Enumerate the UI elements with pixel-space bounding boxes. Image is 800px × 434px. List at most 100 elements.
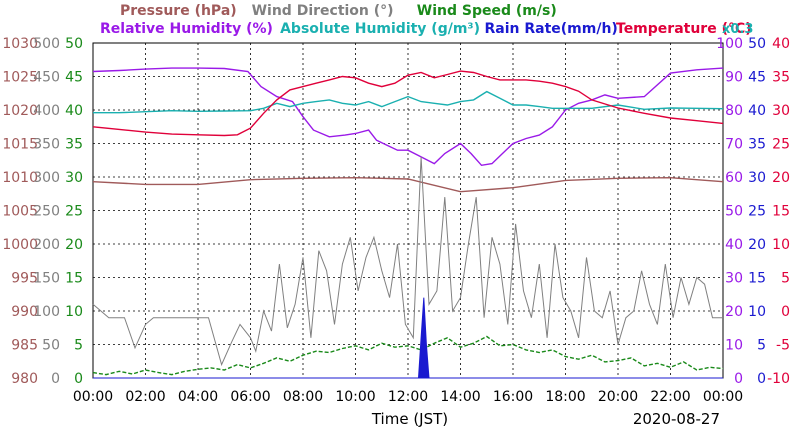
grid-lines bbox=[93, 43, 723, 378]
y-tick-label-wind-direction: 450 bbox=[33, 70, 60, 86]
y-tick-label-pressure: 1025 bbox=[2, 70, 38, 86]
y-tick-label-pressure: 995 bbox=[11, 271, 38, 287]
y-tick-label-temperature: 20 bbox=[772, 170, 790, 186]
x-tick-label: 10:00 bbox=[335, 389, 375, 405]
y-tick-label-temperature: 25 bbox=[772, 137, 790, 153]
y-tick-label-rain-rate: 45 bbox=[748, 70, 766, 86]
y-tick-label-humidity: 70 bbox=[725, 137, 743, 153]
series-wind-direction bbox=[92, 156, 723, 367]
legend-entry: Absolute Humidity (g/m³) bbox=[280, 21, 480, 37]
y-tick-label-wind-speed: 5 bbox=[74, 338, 83, 354]
y-tick-label-pressure: 1000 bbox=[2, 237, 38, 253]
x-tick-label: 16:00 bbox=[493, 389, 533, 405]
y-tick-label-pressure: 1015 bbox=[2, 137, 38, 153]
y-tick-label-wind-direction: 0 bbox=[51, 371, 60, 387]
y-tick-label-humidity: 100 bbox=[716, 36, 743, 52]
x-tick-label: 12:00 bbox=[388, 389, 428, 405]
y-tick-label-wind-direction: 150 bbox=[33, 271, 60, 287]
y-tick-label-wind-direction: 50 bbox=[42, 338, 60, 354]
y-tick-label-pressure: 1020 bbox=[2, 103, 38, 119]
y-tick-label-rain-rate: 50 bbox=[748, 36, 766, 52]
y-tick-label-temperature: 0 bbox=[781, 304, 790, 320]
y-tick-label-humidity: 90 bbox=[725, 70, 743, 86]
y-tick-label-pressure: 990 bbox=[11, 304, 38, 320]
y-tick-label-humidity: 20 bbox=[725, 304, 743, 320]
y-tick-label-wind-direction: 250 bbox=[33, 204, 60, 220]
series-humidity bbox=[93, 90, 724, 114]
y-tick-label-rain-rate: 0 bbox=[757, 371, 766, 387]
y-tick-label-humidity: 0 bbox=[734, 371, 743, 387]
y-tick-label-humidity: 50 bbox=[725, 204, 743, 220]
y-tick-label-wind-speed: 15 bbox=[65, 271, 83, 287]
x-tick-label: 04:00 bbox=[178, 389, 218, 405]
legend-scale-label: x0.3 bbox=[722, 22, 753, 37]
y-tick-label-humidity: 60 bbox=[725, 170, 743, 186]
y-tick-label-wind-speed: 20 bbox=[65, 237, 83, 253]
y-tick-label-wind-direction: 500 bbox=[33, 36, 60, 52]
y-tick-label-temperature: 30 bbox=[772, 103, 790, 119]
y-tick-label-humidity: 40 bbox=[725, 237, 743, 253]
y-tick-label-wind-speed: 30 bbox=[65, 170, 83, 186]
x-tick-label: 22:00 bbox=[650, 389, 690, 405]
y-tick-label-wind-direction: 400 bbox=[33, 103, 60, 119]
y-tick-label-rain-rate: 5 bbox=[757, 338, 766, 354]
y-tick-label-wind-direction: 100 bbox=[33, 304, 60, 320]
y-tick-label-temperature: 10 bbox=[772, 237, 790, 253]
y-tick-label-wind-speed: 35 bbox=[65, 137, 83, 153]
y-tick-label-rain-rate: 20 bbox=[748, 237, 766, 253]
legend-entry: Relative Humidity (%) bbox=[100, 21, 273, 37]
x-axis-label: Time (JST) bbox=[371, 410, 448, 428]
y-tick-label-rain-rate: 25 bbox=[748, 204, 766, 220]
x-tick-label: 06:00 bbox=[230, 389, 270, 405]
legend-entry: Temperature (°C) bbox=[616, 21, 752, 37]
y-tick-label-wind-speed: 25 bbox=[65, 204, 83, 220]
y-tick-label-temperature: 5 bbox=[781, 271, 790, 287]
x-tick-label: 02:00 bbox=[125, 389, 165, 405]
y-tick-label-temperature: -10 bbox=[767, 371, 790, 387]
legend-entry: Wind Speed (m/s) bbox=[417, 3, 557, 19]
y-tick-label-rain-rate: 35 bbox=[748, 137, 766, 153]
y-tick-label-temperature: 15 bbox=[772, 204, 790, 220]
y-tick-label-temperature: -5 bbox=[776, 338, 790, 354]
y-tick-label-pressure: 1030 bbox=[2, 36, 38, 52]
series-wind-speed bbox=[92, 335, 724, 376]
series-pressure bbox=[92, 176, 724, 193]
y-tick-label-rain-rate: 40 bbox=[748, 103, 766, 119]
x-tick-label: 00:00 bbox=[703, 389, 743, 405]
y-tick-label-pressure: 985 bbox=[11, 338, 38, 354]
y-tick-label-wind-direction: 200 bbox=[33, 237, 60, 253]
y-tick-label-pressure: 980 bbox=[11, 371, 38, 387]
y-tick-label-humidity: 30 bbox=[725, 271, 743, 287]
y-tick-label-wind-speed: 50 bbox=[65, 36, 83, 52]
y-tick-label-temperature: 35 bbox=[772, 70, 790, 86]
y-tick-label-humidity: 80 bbox=[725, 103, 743, 119]
y-tick-label-humidity: 10 bbox=[725, 338, 743, 354]
y-tick-label-wind-direction: 300 bbox=[33, 170, 60, 186]
x-tick-label: 14:00 bbox=[440, 389, 480, 405]
y-tick-label-pressure: 1005 bbox=[2, 204, 38, 220]
y-tick-label-rain-rate: 15 bbox=[748, 271, 766, 287]
axis-labels: 1030102510201015101010051000995990985980… bbox=[2, 36, 790, 405]
series-rain-rate bbox=[93, 297, 723, 379]
x-tick-label: 08:00 bbox=[283, 389, 323, 405]
y-tick-label-wind-speed: 0 bbox=[74, 371, 83, 387]
y-tick-label-pressure: 1010 bbox=[2, 170, 38, 186]
x-tick-label: 20:00 bbox=[598, 389, 638, 405]
x-tick-label: 18:00 bbox=[545, 389, 585, 405]
y-tick-label-wind-speed: 40 bbox=[65, 103, 83, 119]
y-tick-label-wind-direction: 350 bbox=[33, 137, 60, 153]
y-tick-label-rain-rate: 10 bbox=[748, 304, 766, 320]
legend-entry: Wind Direction (°) bbox=[252, 3, 394, 19]
y-tick-label-wind-speed: 45 bbox=[65, 70, 83, 86]
date-label: 2020-08-27 bbox=[633, 410, 720, 428]
x-tick-label: 00:00 bbox=[73, 389, 113, 405]
legend-entry: Pressure (hPa) bbox=[120, 3, 237, 19]
y-tick-label-rain-rate: 30 bbox=[748, 170, 766, 186]
legend-entry: Rain Rate(mm/h) bbox=[485, 21, 618, 37]
series-layer bbox=[92, 67, 724, 379]
series-temperature bbox=[92, 70, 724, 137]
legend: Pressure (hPa) Wind Direction (°) Wind Spe… bbox=[100, 3, 753, 37]
y-tick-label-temperature: 40 bbox=[772, 36, 790, 52]
y-tick-label-wind-speed: 10 bbox=[65, 304, 83, 320]
